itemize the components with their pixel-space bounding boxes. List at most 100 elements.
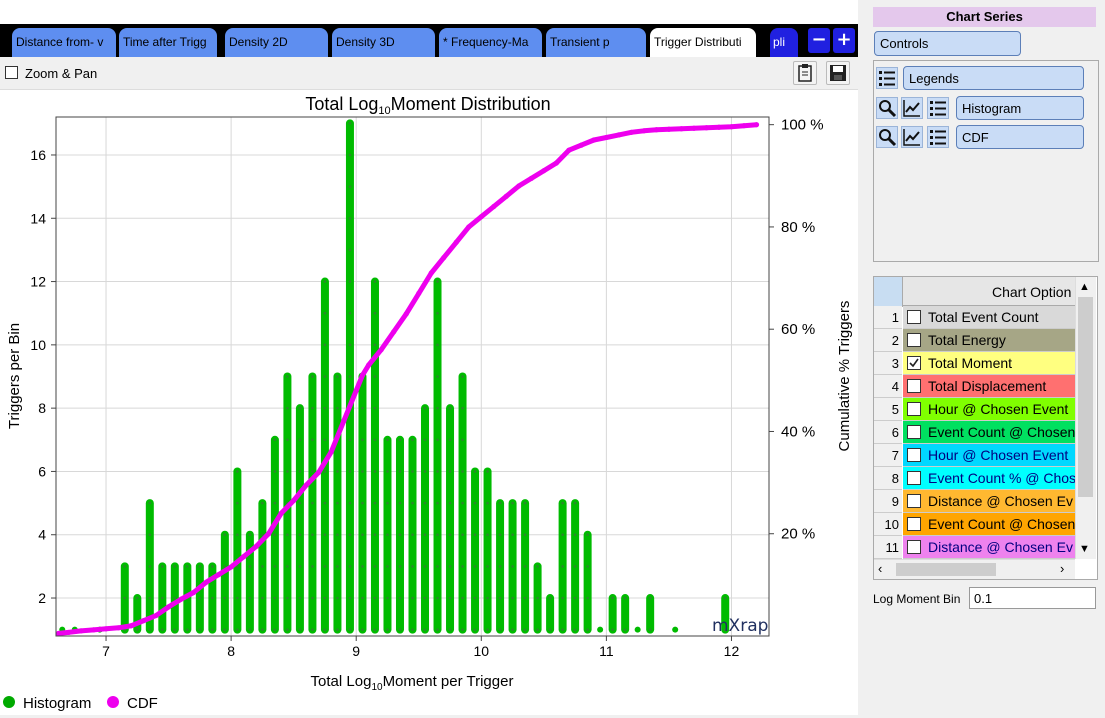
chart-option-row[interactable]: 3 Total Moment — [874, 352, 1095, 375]
histogram-point — [511, 533, 514, 537]
cdf-series-button[interactable]: CDF — [956, 125, 1084, 149]
tab-label: Distance from- v — [16, 35, 104, 49]
histogram-point — [161, 628, 164, 631]
line-chart-icon[interactable] — [901, 97, 923, 119]
vertical-scrollbar[interactable]: ▲ ▼ — [1075, 277, 1096, 559]
y-tick-label: 6 — [38, 463, 46, 479]
chart-option-label[interactable]: Hour @ Chosen Event — [903, 398, 1095, 421]
histogram-point — [361, 565, 364, 568]
list-icon[interactable] — [927, 97, 949, 119]
row-number: 8 — [874, 467, 902, 490]
tab-scroll-minus-button[interactable]: − — [808, 28, 830, 53]
chart-option-label[interactable]: Total Moment — [903, 352, 1095, 375]
chart-option-label[interactable]: Total Event Count — [903, 306, 1095, 329]
tab-distance-from[interactable]: Distance from- v — [12, 28, 116, 57]
chart-option-label[interactable]: Distance @ Chosen Ev — [903, 490, 1095, 513]
chart-option-checkbox[interactable] — [907, 494, 921, 508]
legend-histogram-marker — [3, 696, 15, 708]
chart-option-checkbox[interactable] — [907, 448, 921, 462]
histogram-point — [223, 628, 227, 631]
chart-option-label[interactable]: Event Count % @ Chos — [903, 467, 1095, 490]
tab-density-3d[interactable]: Density 3D — [332, 28, 435, 57]
chart-option-row[interactable]: 2 Total Energy — [874, 329, 1095, 352]
chart-option-label[interactable]: Total Energy — [903, 329, 1095, 352]
chart-option-checkbox[interactable] — [907, 310, 921, 324]
clipboard-icon[interactable] — [793, 61, 817, 85]
tab-transient[interactable]: Transient p — [546, 28, 646, 57]
chart-option-checkbox[interactable] — [907, 540, 921, 554]
chart-option-label[interactable]: Event Count @ Chosen — [903, 421, 1095, 444]
histogram-point — [323, 596, 327, 600]
histogram-point — [323, 628, 327, 631]
zoom-pan-checkbox[interactable] — [5, 66, 18, 79]
histogram-point — [311, 406, 314, 410]
y2-tick-label: 40 % — [781, 423, 815, 440]
chart-option-label[interactable]: Distance @ Chosen Ev — [903, 536, 1095, 559]
chart-option-row[interactable]: 8 Event Count % @ Chos — [874, 467, 1095, 490]
chart-option-row[interactable]: 6 Event Count @ Chosen — [874, 421, 1095, 444]
histogram-point — [273, 501, 277, 505]
chart-option-label[interactable]: Hour @ Chosen Event — [903, 444, 1095, 467]
cdf-point — [253, 543, 259, 550]
tab-density-2d[interactable]: Density 2D — [225, 28, 328, 57]
chart-option-label[interactable]: Event Count @ Chosen — [903, 513, 1095, 536]
x-tick-label: 11 — [599, 643, 614, 659]
tab-frequency[interactable]: * Frequency-Ma — [439, 28, 542, 57]
chart-option-checkbox[interactable] — [907, 471, 921, 485]
chart-option-row[interactable]: 9 Distance @ Chosen Ev — [874, 490, 1095, 513]
scroll-up-arrow[interactable]: ▲ — [1079, 281, 1090, 293]
legend-list-icon[interactable] — [876, 67, 898, 89]
chart-option-row[interactable]: 5 Hour @ Chosen Event — [874, 398, 1095, 421]
chart-option-checkbox[interactable] — [907, 379, 921, 393]
cdf-point — [78, 628, 84, 634]
legends-button[interactable]: Legends — [903, 66, 1084, 90]
cdf-point — [353, 387, 359, 394]
histogram-point — [623, 628, 627, 631]
tab-scroll-plus-button[interactable]: + — [833, 28, 855, 53]
histogram-point — [586, 533, 589, 537]
tab-overflow[interactable]: pli — [770, 28, 798, 57]
histogram-point — [723, 628, 727, 631]
cdf-point — [728, 124, 735, 130]
chart-option-label[interactable]: Total Displacement — [903, 375, 1095, 398]
list-icon[interactable] — [927, 126, 949, 148]
chart-option-row[interactable]: 1 Total Event Count — [874, 306, 1095, 329]
controls-button[interactable]: Controls — [874, 31, 1021, 56]
chart-option-row[interactable]: 10 Event Count @ Chosen — [874, 513, 1095, 536]
histogram-point — [536, 565, 539, 568]
horizontal-scroll-thumb[interactable] — [896, 563, 996, 576]
histogram-point — [323, 501, 327, 505]
histogram-series-button[interactable]: Histogram — [956, 96, 1084, 120]
zoom-icon[interactable] — [876, 126, 898, 148]
chart-option-checkbox[interactable] — [907, 356, 921, 370]
chart-option-row[interactable]: 7 Hour @ Chosen Event — [874, 444, 1095, 467]
horizontal-scrollbar[interactable]: ‹ › — [874, 559, 1075, 579]
scroll-right-arrow[interactable]: › — [1060, 561, 1065, 576]
histogram-point — [348, 185, 352, 188]
cdf-point — [628, 129, 635, 135]
histogram-point — [648, 628, 652, 631]
scroll-left-arrow[interactable]: ‹ — [878, 561, 883, 576]
histogram-point — [586, 596, 589, 600]
save-icon[interactable] — [826, 61, 850, 85]
chart-option-checkbox[interactable] — [907, 333, 921, 347]
chart-option-checkbox[interactable] — [907, 517, 921, 531]
histogram-point — [348, 375, 352, 378]
vertical-scroll-thumb[interactable] — [1078, 297, 1093, 497]
histogram-point — [448, 406, 452, 410]
chart-option-checkbox[interactable] — [907, 425, 921, 439]
cdf-point — [716, 124, 722, 130]
line-chart-icon[interactable] — [901, 126, 923, 148]
chart-option-row[interactable]: 11 Distance @ Chosen Ev — [874, 536, 1095, 559]
tab-trigger-distribution[interactable]: Trigger Distributi — [650, 28, 756, 57]
scroll-down-arrow[interactable]: ▼ — [1079, 543, 1090, 555]
chart-options-header[interactable]: Chart Option — [903, 277, 1095, 306]
tab-time-after-trigger[interactable]: Time after Trigg — [119, 28, 217, 57]
y2-tick-label: 100 % — [781, 117, 824, 134]
chart-option-checkbox[interactable] — [907, 402, 921, 416]
chart-option-row[interactable]: 4 Total Displacement — [874, 375, 1095, 398]
log-moment-bin-input[interactable] — [969, 587, 1096, 609]
zoom-icon[interactable] — [876, 97, 898, 119]
plot-area-frame — [55, 116, 770, 637]
histogram-point — [473, 628, 477, 631]
